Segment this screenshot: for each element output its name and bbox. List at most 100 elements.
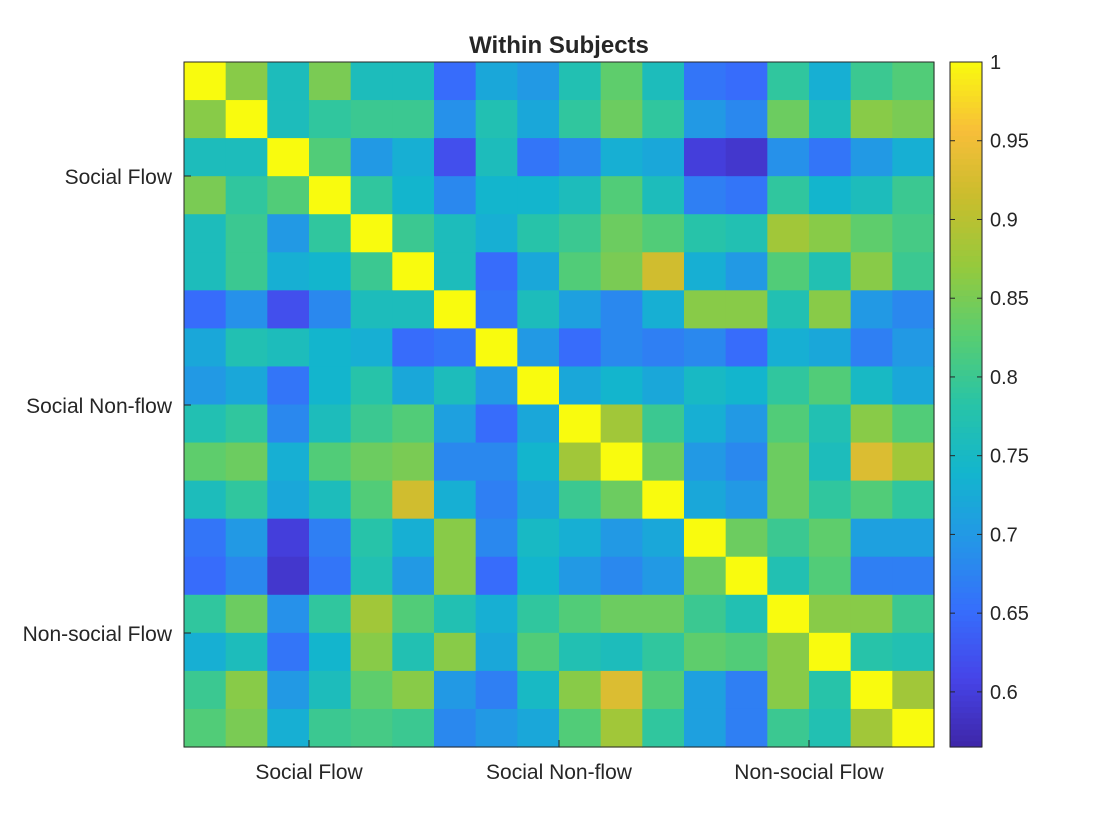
heatmap-cell <box>684 442 727 482</box>
heatmap-cell <box>434 480 477 520</box>
heatmap-cell <box>600 404 643 444</box>
colorbar-segment <box>950 672 982 680</box>
colorbar-segment <box>950 598 982 605</box>
heatmap-cell <box>475 62 518 101</box>
heatmap-cell <box>392 290 435 329</box>
heatmap-cell <box>850 100 893 139</box>
colorbar-segment <box>950 227 982 234</box>
heatmap-cell <box>809 404 852 444</box>
heatmap-cell <box>559 290 602 329</box>
colorbar-segment <box>950 284 982 291</box>
heatmap-cell <box>392 404 435 444</box>
heatmap-cell <box>559 632 602 672</box>
colorbar-segment <box>950 204 982 212</box>
colorbar-segment <box>950 495 982 503</box>
heatmap-cell <box>642 290 685 329</box>
heatmap-cell <box>392 632 435 672</box>
heatmap-cell <box>892 594 935 634</box>
heatmap-cell <box>559 556 602 596</box>
heatmap-cell <box>309 62 352 101</box>
colorbar-segment <box>950 415 982 423</box>
heatmap-cell <box>517 62 560 101</box>
heatmap-cell <box>350 62 393 101</box>
heatmap-cell <box>725 670 768 710</box>
colorbar-segment <box>950 433 982 440</box>
heatmap-cell <box>684 138 727 177</box>
heatmap-cell <box>184 100 227 139</box>
colorbar-segment <box>950 318 982 326</box>
colorbar-segment <box>950 375 982 383</box>
heatmap-cell <box>475 442 518 482</box>
heatmap-cell <box>725 138 768 177</box>
colorbar-segment <box>950 615 982 623</box>
heatmap-cell <box>642 632 685 672</box>
heatmap-cell <box>434 556 477 596</box>
heatmap-cell <box>850 62 893 101</box>
heatmap-cell <box>350 632 393 672</box>
heatmap-cell <box>392 138 435 177</box>
heatmap-cell <box>225 404 268 444</box>
colorbar-segment <box>950 307 982 314</box>
colorbar-segment <box>950 604 982 611</box>
heatmap-cell <box>350 670 393 710</box>
heatmap-cell <box>184 632 227 672</box>
heatmap-cell <box>850 366 893 406</box>
colorbar-segment <box>950 147 982 154</box>
heatmap-cell <box>850 404 893 444</box>
heatmap-cell <box>642 480 685 520</box>
colorbar-segment <box>950 62 982 69</box>
heatmap-cell <box>850 632 893 672</box>
heatmap-cell <box>809 442 852 482</box>
heatmap-cell <box>517 366 560 406</box>
colorbar-segment <box>950 547 982 554</box>
heatmap-cell <box>392 252 435 291</box>
heatmap-cell <box>684 708 727 748</box>
colorbar-segment <box>950 381 982 388</box>
heatmap-cell <box>892 670 935 710</box>
heatmap-cell <box>350 366 393 406</box>
colorbar-segment <box>950 170 982 177</box>
heatmap-cell <box>850 518 893 558</box>
heatmap-cell <box>350 708 393 748</box>
heatmap-cell <box>725 252 768 291</box>
heatmap-cell <box>392 100 435 139</box>
heatmap-cell <box>892 632 935 672</box>
heatmap-cell <box>767 442 810 482</box>
heatmap-cell <box>267 62 310 101</box>
heatmap-cell <box>642 100 685 139</box>
heatmap-cell <box>809 670 852 710</box>
heatmap-cell <box>642 366 685 406</box>
colorbar-segment <box>950 199 982 206</box>
heatmap-cell <box>434 328 477 368</box>
heatmap-cell <box>642 328 685 368</box>
heatmap-cell <box>309 670 352 710</box>
heatmap-cell <box>559 100 602 139</box>
heatmap-cell <box>309 594 352 634</box>
colorbar-ticks: 0.6 0.65 0.7 0.75 0.8 0.85 0.9 0.95 1 <box>950 52 1029 704</box>
heatmap-cell <box>475 518 518 558</box>
colorbar-segment <box>950 592 982 600</box>
colorbar-segment <box>950 187 982 194</box>
colorbar-segment <box>950 153 982 160</box>
colorbar-segment <box>950 478 982 486</box>
heatmap-cell <box>434 62 477 101</box>
heatmap-cell <box>392 328 435 368</box>
heatmap-cell <box>309 252 352 291</box>
colorbar-segment <box>950 324 982 331</box>
heatmap-cell <box>517 176 560 215</box>
x-tick-label: Social Flow <box>255 761 363 784</box>
heatmap-cell <box>392 670 435 710</box>
colorbar-segment <box>950 735 982 742</box>
heatmap-cell <box>225 328 268 368</box>
heatmap-cell <box>350 290 393 329</box>
heatmap-cell <box>850 290 893 329</box>
colorbar-segment <box>950 261 982 269</box>
heatmap-cell <box>809 252 852 291</box>
heatmap-cell <box>309 708 352 748</box>
colorbar-segment <box>950 461 982 468</box>
colorbar-segment <box>950 119 982 126</box>
heatmap-cell <box>642 138 685 177</box>
heatmap-cell <box>725 556 768 596</box>
colorbar-segment <box>950 421 982 428</box>
